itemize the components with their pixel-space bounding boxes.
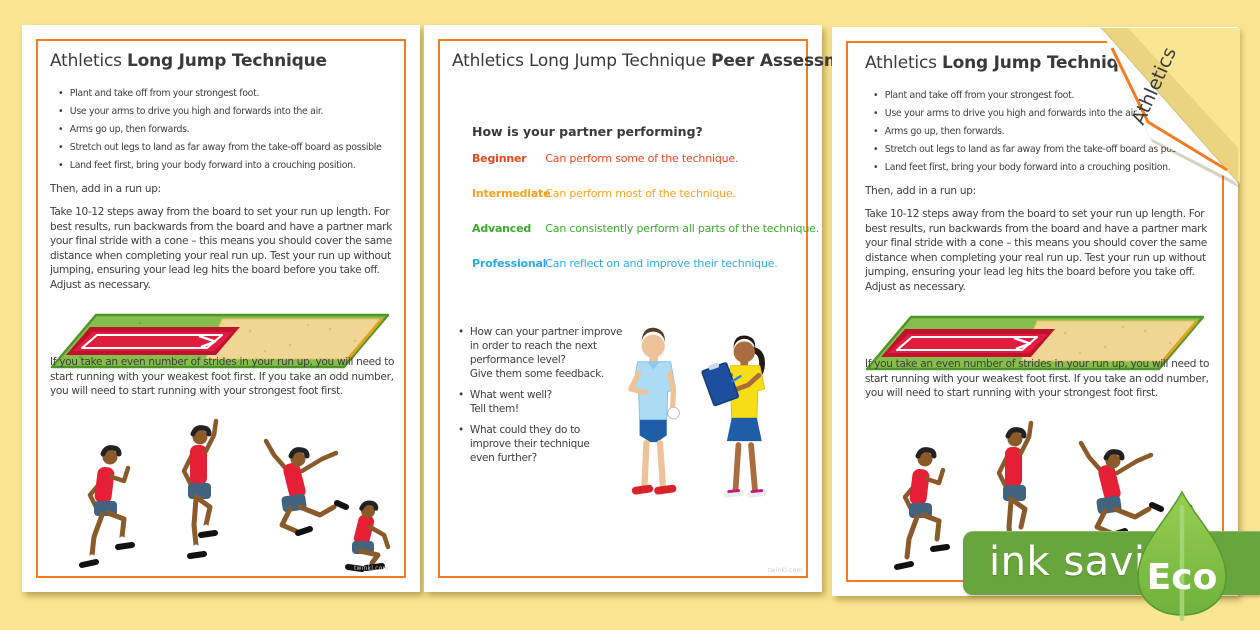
level-description: Can perform most of the technique. bbox=[545, 187, 736, 200]
watermark: twinkl.com bbox=[768, 567, 803, 574]
list-item: Plant and take off from your strongest f… bbox=[58, 88, 381, 106]
long-jump-sequence-illustration bbox=[79, 418, 391, 572]
list-item: Stretch out legs to land as far away fro… bbox=[873, 144, 1197, 162]
level-label: Advanced bbox=[472, 222, 532, 235]
list-item: Use your arms to drive you high and forw… bbox=[58, 106, 381, 124]
list-item: Stretch out legs to land as far away fro… bbox=[58, 142, 382, 160]
list-item: Land feet first, bring your body forward… bbox=[873, 162, 1196, 180]
title-bold: Long Jump Technique bbox=[126, 51, 327, 71]
level-label: Beginner bbox=[472, 152, 527, 165]
eco-leaf-icon: Eco bbox=[1137, 490, 1227, 621]
watermark: twinkl.com bbox=[354, 565, 389, 572]
level-row-beginner: Beginner Can perform some of the techniq… bbox=[472, 152, 738, 165]
feedback-bullet-list: How can your partner improve in order to… bbox=[458, 325, 623, 472]
title-regular: Athletics bbox=[865, 53, 937, 73]
long-jump-pit-illustration bbox=[50, 313, 390, 369]
title-regular: Athletics Long Jump Technique bbox=[452, 51, 706, 71]
level-description: Can reflect on and improve their techniq… bbox=[545, 257, 778, 270]
level-row-professional: Professional Can reflect on and improve … bbox=[472, 257, 778, 270]
question-heading: How is your partner performing? bbox=[472, 124, 703, 139]
card-orange-border bbox=[438, 39, 808, 578]
technique-bullet-list: Plant and take off from your strongest f… bbox=[58, 88, 382, 178]
list-item: What could they do to improve their tech… bbox=[458, 423, 623, 465]
run-up-heading: Then, add in a run up: bbox=[50, 183, 161, 195]
list-item: Land feet first, bring your body forward… bbox=[58, 160, 381, 178]
level-description: Can consistently perform all parts of th… bbox=[545, 222, 820, 235]
technique-card: Athletics Long Jump Technique Plant and … bbox=[22, 25, 420, 592]
run-up-paragraph: Take 10-12 steps away from the board to … bbox=[50, 206, 392, 291]
list-item: Use your arms to drive you high and forw… bbox=[873, 108, 1196, 126]
list-item: Arms go up, then forwards. bbox=[58, 124, 381, 142]
run-up-paragraph: Take 10-12 steps away from the board to … bbox=[865, 208, 1207, 293]
level-row-advanced: Advanced Can consistently perform all pa… bbox=[472, 222, 819, 235]
eco-label: Eco bbox=[1147, 557, 1218, 598]
strides-paragraph: If you take an even number of strides in… bbox=[50, 356, 395, 397]
peer-assessment-illustration bbox=[628, 327, 768, 498]
title-regular: Athletics bbox=[50, 51, 122, 71]
page-title: Athletics Long Jump Technique bbox=[865, 53, 1142, 73]
long-jump-pit-illustration bbox=[865, 315, 1205, 371]
card-orange-border bbox=[36, 39, 406, 578]
list-item: Plant and take off from your strongest f… bbox=[873, 90, 1196, 108]
level-description: Can perform some of the technique. bbox=[545, 152, 739, 165]
peer-assessment-card: Athletics Long Jump Technique Peer Asses… bbox=[424, 25, 873, 592]
run-up-heading: Then, add in a run up: bbox=[865, 185, 976, 197]
level-label: Intermediate bbox=[472, 187, 551, 200]
list-item: Arms go up, then forwards. bbox=[873, 126, 1196, 144]
level-label: Professional bbox=[472, 257, 547, 270]
page-title: Athletics Long Jump Technique bbox=[50, 51, 327, 71]
level-row-intermediate: Intermediate Can perform most of the tec… bbox=[472, 187, 736, 200]
title-bold: Long Jump Technique bbox=[941, 53, 1142, 73]
list-item: How can your partner improve in order to… bbox=[458, 325, 623, 381]
strides-paragraph: If you take an even number of strides in… bbox=[865, 358, 1210, 399]
list-item: What went well? Tell them! bbox=[458, 388, 623, 416]
technique-bullet-list: Plant and take off from your strongest f… bbox=[873, 90, 1197, 180]
page-title: Athletics Long Jump Technique Peer Asses… bbox=[452, 51, 873, 71]
folded-corner: Athletics bbox=[1100, 27, 1240, 188]
